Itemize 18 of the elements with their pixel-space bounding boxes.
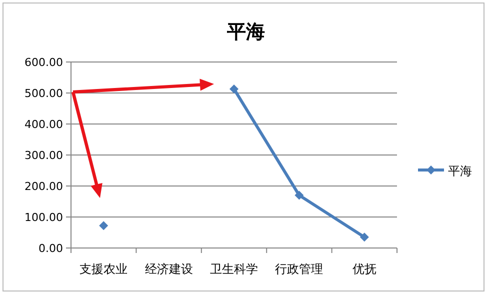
y-tick-label: 300.00 <box>24 149 63 162</box>
point <box>360 232 369 242</box>
y-tick-label: 0.00 <box>38 242 63 255</box>
x-tick-label: 卫生科学 <box>210 262 258 276</box>
point <box>99 221 108 230</box>
y-tick-label: 400.00 <box>24 118 63 131</box>
chart-title: 平海 <box>226 21 265 43</box>
point <box>230 84 238 94</box>
point <box>294 190 304 200</box>
y-tick-label: 200.00 <box>24 180 63 193</box>
x-tick-label: 行政管理 <box>275 262 324 276</box>
y-tick-label: 600.00 <box>24 56 63 69</box>
x-tick-label: 支援农业 <box>80 262 128 276</box>
legend-label: 平海 <box>448 164 472 178</box>
y-tick-label: 500.00 <box>24 87 63 100</box>
x-tick-label: 优抚 <box>352 262 376 276</box>
x-tick-label: 经济建设 <box>144 262 193 276</box>
y-tick-label: 100.00 <box>24 211 63 224</box>
